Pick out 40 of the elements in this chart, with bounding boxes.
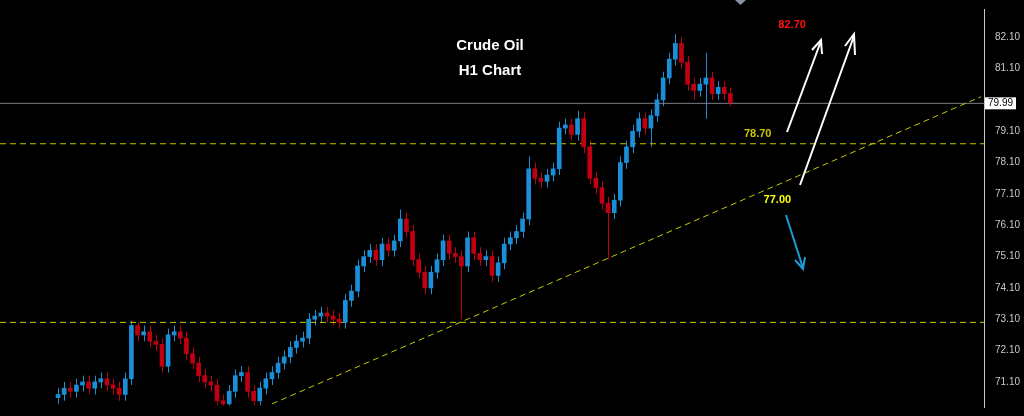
y-tick-label: 79.10 <box>995 124 1021 136</box>
candlestick <box>116 381 122 402</box>
text: H1 Chart <box>457 60 523 80</box>
candlestick <box>391 234 397 258</box>
candlestick <box>74 378 79 399</box>
y-tick-label: 74.10 <box>995 281 1021 293</box>
text: Crude Oil <box>455 35 525 55</box>
y-tick-label: 71.10 <box>995 375 1021 387</box>
y-tick-label: 75.10 <box>995 250 1021 262</box>
candlestick <box>397 209 403 248</box>
ref-line-label: 79.99 <box>988 97 1014 109</box>
candlestick <box>434 252 440 280</box>
annotation: 77.00 <box>763 193 792 206</box>
candlestick <box>666 52 672 85</box>
candlestick <box>575 110 580 142</box>
y-tick-label: 72.10 <box>995 344 1021 356</box>
candlestick <box>147 325 153 348</box>
candlestick <box>642 111 648 135</box>
candlestick <box>135 321 140 342</box>
candlestick <box>61 381 67 402</box>
candlestick <box>86 375 91 395</box>
candlestick <box>532 162 538 185</box>
candlestick <box>569 118 574 142</box>
ref-line-label: 78.70 <box>743 127 772 140</box>
y-tick-label: 81.10 <box>995 62 1021 74</box>
y-tick-label: 77.10 <box>995 187 1021 199</box>
candlestick <box>263 372 269 395</box>
y-tick-label: 76.10 <box>995 218 1021 230</box>
candlestick <box>257 381 263 406</box>
candlestick <box>281 350 287 370</box>
candlestick <box>92 375 98 395</box>
y-tick-label: 78.10 <box>995 156 1021 168</box>
candlestick <box>501 237 507 270</box>
annotation: 82.70 <box>778 17 806 30</box>
candlestick <box>697 77 703 98</box>
candlestick <box>673 33 678 66</box>
y-tick-label: 82.10 <box>995 30 1021 42</box>
y-tick-label: 73.10 <box>995 313 1021 324</box>
candlestick <box>611 193 617 220</box>
candlestick <box>177 325 183 345</box>
